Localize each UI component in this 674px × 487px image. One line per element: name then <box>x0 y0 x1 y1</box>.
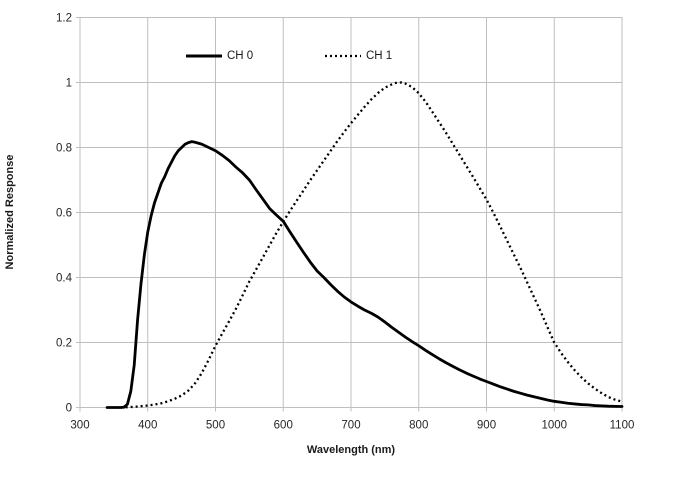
ch0-solid-line-swatch <box>186 54 222 58</box>
y-tick-label: 0 <box>66 403 72 415</box>
y-tick-label: 1.2 <box>56 13 72 25</box>
legend-item-ch0: CH 0 <box>185 48 253 64</box>
y-tick-label: 0.6 <box>56 208 72 220</box>
curve-ch0 <box>105 140 624 409</box>
x-axis-title: Wavelength (nm) <box>306 444 396 456</box>
x-tick-label: 900 <box>477 420 496 432</box>
x-tick-label: 700 <box>341 420 360 432</box>
y-tick-label: 0.2 <box>56 338 72 350</box>
x-tick-label: 800 <box>409 420 428 432</box>
ch1-dotted-line-swatch <box>325 54 361 58</box>
curve-ch1 <box>120 81 623 409</box>
x-tick-label: 400 <box>138 420 157 432</box>
legend-label-ch0: CH 0 <box>227 50 254 62</box>
x-tick-label: 500 <box>206 420 225 432</box>
y-tick-label: 0.8 <box>56 143 72 155</box>
x-tick-label: 1100 <box>610 420 635 432</box>
y-tick-label: 0.4 <box>56 273 73 285</box>
x-tick-label: 1000 <box>541 420 567 432</box>
legend-item-ch1: CH 1 <box>324 48 392 64</box>
x-tick-label: 300 <box>70 420 89 432</box>
x-tick-label: 600 <box>274 420 293 432</box>
y-axis-title: Normalized Response <box>4 154 16 270</box>
y-tick-label: 1 <box>66 78 72 90</box>
legend-label-ch1: CH 1 <box>366 50 393 62</box>
